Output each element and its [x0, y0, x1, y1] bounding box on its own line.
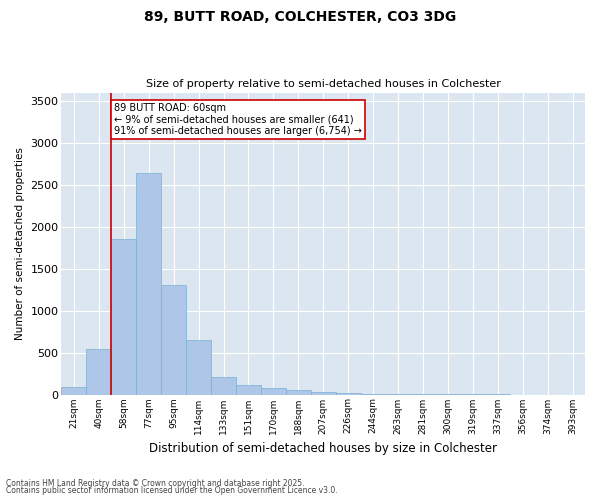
Bar — [86, 349, 112, 395]
Bar — [112, 240, 136, 394]
Bar — [311, 392, 335, 394]
Y-axis label: Number of semi-detached properties: Number of semi-detached properties — [15, 147, 25, 340]
Bar — [335, 393, 361, 394]
Bar — [186, 340, 211, 394]
Bar — [136, 173, 161, 394]
Text: 89, BUTT ROAD, COLCHESTER, CO3 3DG: 89, BUTT ROAD, COLCHESTER, CO3 3DG — [144, 10, 456, 24]
Text: 89 BUTT ROAD: 60sqm
← 9% of semi-detached houses are smaller (641)
91% of semi-d: 89 BUTT ROAD: 60sqm ← 9% of semi-detache… — [114, 102, 362, 136]
Text: Contains HM Land Registry data © Crown copyright and database right 2025.: Contains HM Land Registry data © Crown c… — [6, 478, 305, 488]
Bar — [286, 390, 311, 394]
X-axis label: Distribution of semi-detached houses by size in Colchester: Distribution of semi-detached houses by … — [149, 442, 497, 455]
Bar — [261, 388, 286, 394]
Text: Contains public sector information licensed under the Open Government Licence v3: Contains public sector information licen… — [6, 486, 338, 495]
Title: Size of property relative to semi-detached houses in Colchester: Size of property relative to semi-detach… — [146, 79, 500, 89]
Bar — [236, 385, 261, 394]
Bar — [61, 387, 86, 394]
Bar — [211, 377, 236, 394]
Bar — [161, 284, 186, 395]
